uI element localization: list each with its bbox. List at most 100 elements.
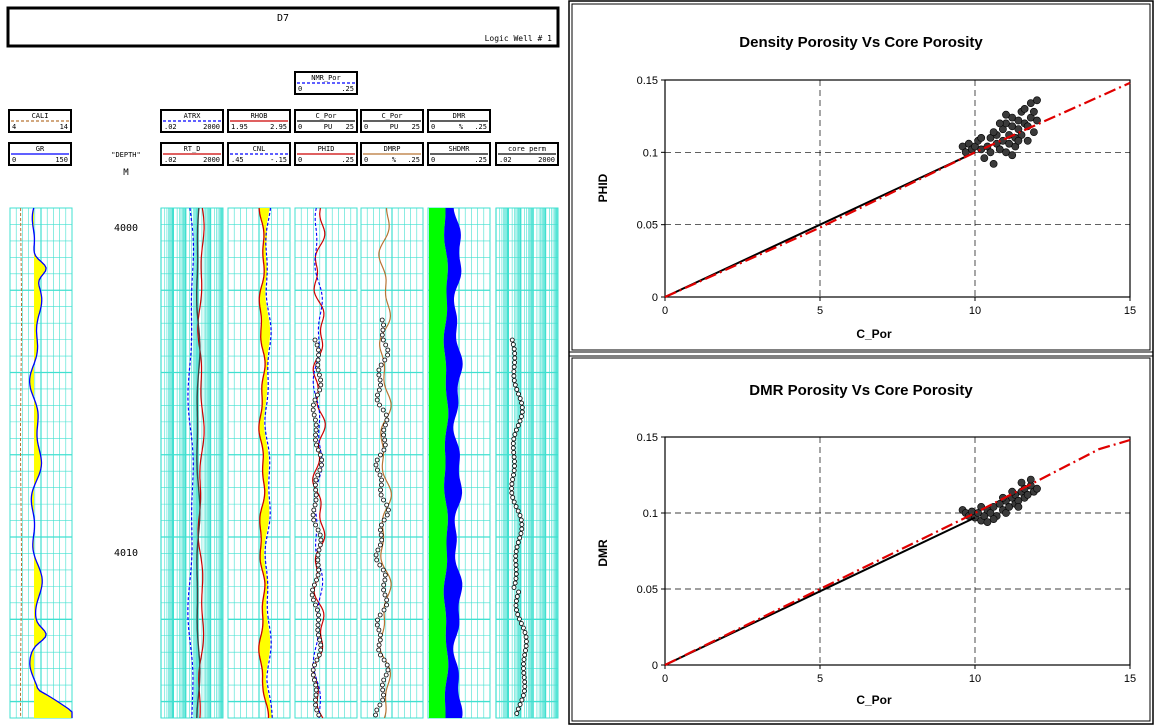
core-por-point: [379, 537, 385, 543]
scatter-point: [1014, 502, 1023, 511]
core-por-point: [314, 607, 320, 613]
core-por-point: [313, 442, 319, 448]
core-por-point: [377, 472, 383, 478]
core-por-point: [381, 587, 387, 593]
core-por-point: [313, 602, 318, 608]
core-por-point: [381, 322, 386, 328]
scatter-point: [1008, 151, 1017, 160]
core-perm-point: [510, 441, 516, 446]
header-dmr: DMR 0 .25%: [427, 109, 491, 133]
core-por-point: [316, 712, 322, 718]
core-perm-point: [511, 378, 517, 383]
core-por-point: [315, 367, 321, 373]
scale-min: 0: [431, 123, 435, 131]
core-perm-point: [524, 639, 529, 644]
chart-title: Density Porosity Vs Core Porosity: [739, 34, 983, 51]
x-tick-label: 15: [1124, 673, 1136, 685]
core-por-point: [314, 657, 320, 663]
core-por-point: [381, 582, 387, 588]
scale-min: .02: [164, 156, 177, 164]
core-por-point: [385, 352, 391, 358]
scale-min: 4: [12, 123, 16, 131]
core-por-point: [377, 562, 383, 568]
depth-unit: M: [123, 168, 129, 178]
core-perm-point: [512, 382, 518, 388]
core-por-point: [313, 687, 319, 693]
core-por-point: [385, 667, 391, 673]
core-por-point: [381, 427, 387, 433]
core-por-point: [315, 447, 321, 453]
chart-ylabel: DMR: [596, 539, 610, 567]
core-por-point: [319, 462, 324, 468]
curve-name: NMR_Por: [311, 74, 341, 82]
core-perm-point: [509, 490, 515, 496]
scatter-point: [1005, 502, 1013, 511]
core-perm-point: [515, 423, 521, 428]
core-por-point: [381, 677, 387, 683]
core-perm-point: [515, 540, 521, 545]
core-perm-point: [513, 558, 519, 563]
curve-name: DMRP: [384, 145, 401, 153]
core-por-point: [313, 682, 319, 688]
chart-xlabel: C_Por: [856, 327, 892, 341]
core-perm-point: [521, 693, 526, 698]
core-por-point: [316, 547, 322, 553]
scatter-point: [995, 499, 1004, 508]
header-rt-d: RT_D .02 2000: [160, 142, 224, 166]
scatter-point: [1033, 96, 1041, 105]
header-nmr-por: NMR_Por 0 .25: [294, 71, 358, 95]
core-por-point: [378, 362, 384, 368]
header-phid: PHID 0 .25: [294, 142, 358, 166]
core-por-point: [315, 572, 321, 578]
rhob-curve: [258, 207, 270, 718]
curve-name: ATRX: [184, 112, 202, 120]
core-perm-point: [512, 580, 518, 586]
core-perm-point: [523, 648, 528, 653]
core-por-point: [378, 382, 383, 388]
core-por-point: [382, 592, 388, 598]
scatter-point: [989, 128, 998, 136]
scale-max: -.15: [270, 156, 287, 164]
scale-max: .25: [407, 156, 420, 164]
scale-min: 0: [298, 123, 302, 131]
core-perm-point: [509, 481, 515, 487]
header-atrx: ATRX .02 2000: [160, 109, 224, 133]
core-por-point: [315, 622, 321, 628]
core-por-point: [382, 357, 388, 363]
scatter-point: [986, 509, 995, 517]
core-por-point: [314, 707, 320, 713]
core-por-point: [310, 587, 316, 593]
core-por-point: [378, 522, 384, 528]
scale-max: 2000: [538, 156, 555, 164]
core-por-point: [318, 382, 324, 388]
core-por-point: [376, 387, 382, 393]
core-por-point: [317, 452, 323, 458]
core-perm-point: [512, 459, 517, 464]
core-por-point: [381, 657, 387, 663]
core-por-point: [382, 572, 388, 578]
core-por-point: [377, 542, 383, 548]
core-perm-point: [521, 666, 526, 671]
core-por-point: [376, 627, 382, 633]
core-por-point: [315, 562, 321, 568]
core-por-point: [311, 507, 317, 513]
core-por-point: [315, 632, 321, 638]
core-perm-point: [516, 391, 521, 397]
core-por-point: [313, 492, 319, 498]
x-tick-label: 10: [969, 305, 981, 317]
core-perm-point: [519, 414, 524, 419]
x-tick-label: 10: [969, 673, 981, 685]
core-por-point: [382, 422, 388, 428]
core-perm-point: [522, 684, 528, 689]
scatter-point: [1023, 490, 1032, 499]
core-por-point: [311, 412, 317, 418]
core-por-point: [314, 342, 320, 348]
core-por-point: [384, 662, 390, 668]
core-por-point: [315, 362, 321, 368]
scatter-point: [1014, 136, 1023, 145]
core-por-point: [379, 332, 385, 338]
depth-4010: 4010: [114, 548, 138, 559]
scatter-point: [1020, 105, 1029, 113]
scale-max: .25: [341, 156, 354, 164]
